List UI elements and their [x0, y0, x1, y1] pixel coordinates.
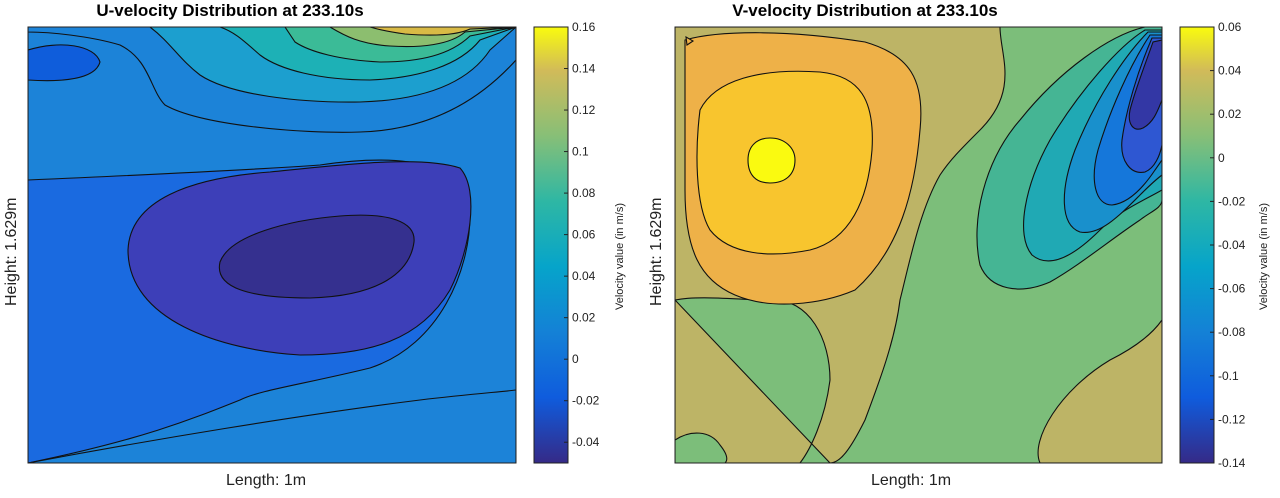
v-contour-plot: 0.06 0.04 0.02 0 -0.02 -0.04 -0.06 -0.08 -0.1 -0.… [674, 20, 1246, 470]
colorbar-tick-label: 0.02 [572, 311, 596, 325]
v-chart-title: V-velocity Distribution at 233.10s [732, 1, 998, 20]
colorbar-tick-label: -0.08 [1218, 325, 1246, 339]
v-plot-frame [674, 26, 1163, 464]
u-colorbar [533, 26, 569, 464]
v-colorbar [1179, 26, 1215, 464]
colorbar-tick-label: 0.04 [1218, 64, 1242, 78]
colorbar-tick-label: -0.04 [1218, 238, 1246, 252]
u-colorbar-ticks: 0.16 0.14 0.12 0.1 0.08 0.06 0.04 0.02 0 -0.02 -0.… [564, 20, 600, 449]
v-region-green-bl [675, 432, 728, 463]
colorbar-tick-label: -0.02 [1218, 194, 1246, 208]
colorbar-tick-label: 0.14 [572, 62, 596, 76]
colorbar-tick-label: 0.06 [1218, 20, 1242, 34]
colorbar-tick-label: -0.04 [572, 435, 600, 449]
u-region-c5 [328, 27, 516, 48]
colorbar-tick-label: 0.16 [572, 20, 596, 34]
u-region-top-left [28, 44, 101, 82]
colorbar-tick-label: 0.12 [572, 103, 596, 117]
colorbar-tick-label: 0.1 [572, 145, 589, 159]
v-x-axis-label: Length: 1m [871, 472, 952, 489]
v-region-yellow-core [747, 137, 796, 184]
colorbar-tick-label: 0.06 [572, 228, 596, 242]
colorbar-tick-label: -0.1 [1218, 369, 1239, 383]
u-contour-plot: 0.16 0.14 0.12 0.1 0.08 0.06 0.04 0.02 0 -0.02 -0.… [27, 20, 600, 464]
colorbar-tick-label: -0.06 [1218, 282, 1246, 296]
u-region-bottom [28, 389, 516, 463]
v-region-c6 [1128, 39, 1162, 130]
u-x-axis-label: Length: 1m [226, 472, 307, 489]
u-velocity-panel: U-velocity Distribution at 233.10s [3, 1, 626, 489]
u-y-axis-label: Height: 1.629m [3, 197, 20, 306]
v-velocity-panel: V-velocity Distribution at 233.10s [640, 0, 1280, 498]
u-plot-frame [27, 26, 517, 464]
colorbar-tick-label: 0.02 [1218, 107, 1242, 121]
v-region-tri [685, 35, 695, 46]
v-y-axis-label: Height: 1.629m [648, 197, 665, 306]
colorbar-tick-label: 0 [572, 352, 579, 366]
u-region-core [218, 214, 415, 299]
u-region-c6 [369, 27, 516, 36]
colorbar-tick-label: 0.04 [572, 269, 596, 283]
u-colorbar-label: Velocity value (in m/s) [614, 203, 626, 310]
u-chart-title: U-velocity Distribution at 233.10s [96, 1, 364, 20]
colorbar-tick-label: 0 [1218, 151, 1225, 165]
colorbar-tick-label: 0.08 [572, 186, 596, 200]
colorbar-tick-label: -0.12 [1218, 412, 1246, 426]
v-colorbar-label: Velocity value (in m/s) [1258, 203, 1270, 310]
v-colorbar-ticks: 0.06 0.04 0.02 0 -0.02 -0.04 -0.06 -0.08 -0.1 -0.… [1210, 20, 1246, 470]
colorbar-tick-label: -0.02 [572, 394, 600, 408]
colorbar-tick-label: -0.14 [1218, 456, 1246, 470]
